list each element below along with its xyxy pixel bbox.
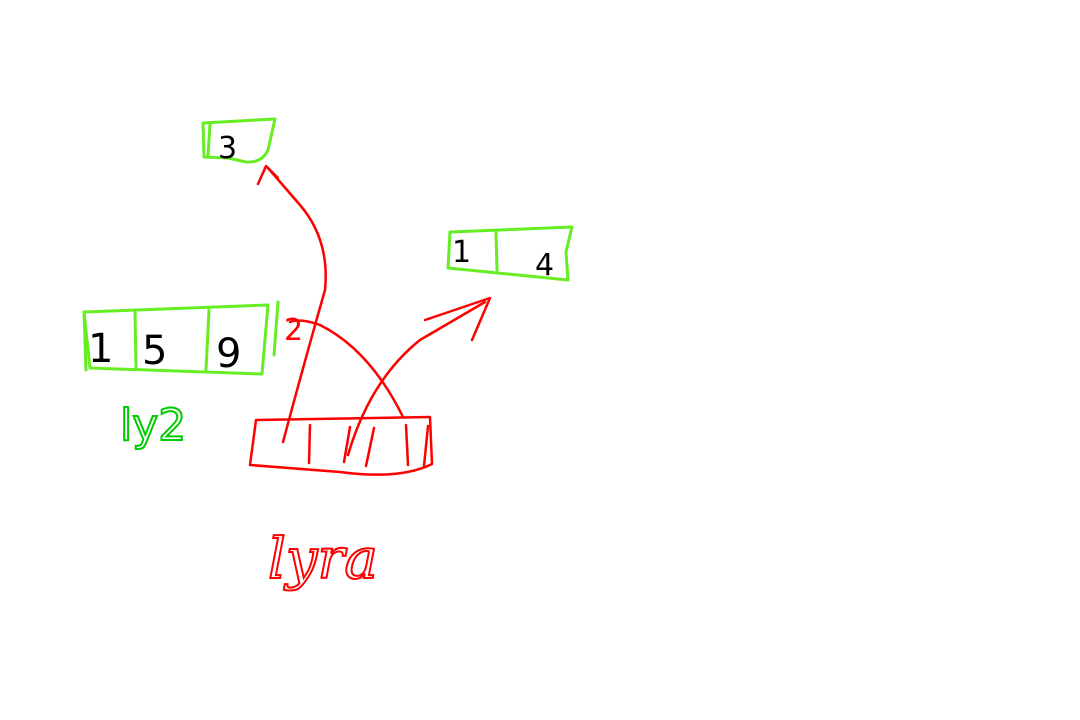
leaf-right-value-1: 4 bbox=[535, 248, 554, 283]
leaf-left-divider-2 bbox=[204, 308, 211, 372]
root-label: lyra bbox=[268, 527, 378, 592]
leaf-left-label: ly2 bbox=[120, 400, 186, 451]
arrow-to-left-leaf bbox=[288, 319, 405, 419]
arrow-to-top-leaf bbox=[266, 166, 327, 444]
leaf-left-value-0: 1 bbox=[88, 326, 113, 372]
leaf-left-divider-1 bbox=[133, 310, 138, 370]
root-divider-2 bbox=[342, 425, 352, 464]
root-divider-1 bbox=[307, 423, 312, 465]
leaf-left-extra-stroke bbox=[272, 300, 280, 357]
leaf-left-box: 1 5 9 bbox=[82, 300, 280, 377]
root-outline bbox=[248, 415, 434, 476]
arrow-to-right-leaf bbox=[346, 300, 487, 457]
leaf-top-outline bbox=[201, 117, 277, 164]
leaf-left-value-2: 9 bbox=[216, 331, 241, 377]
root-divider-3 bbox=[364, 426, 376, 468]
leaf-right-outline bbox=[446, 225, 574, 282]
root-divider-4 bbox=[404, 423, 410, 467]
leaf-top-value-0: 3 bbox=[218, 131, 237, 166]
leaf-left-left-edge bbox=[82, 310, 88, 372]
leaf-left-outline bbox=[82, 303, 270, 376]
leaf-right-divider bbox=[494, 230, 499, 272]
leaf-top-box: 3 bbox=[201, 117, 277, 166]
arrow-to-right-leaf-head bbox=[423, 296, 492, 342]
leaf-left-value-1: 5 bbox=[142, 328, 167, 374]
leaf-right-value-0: 1 bbox=[452, 235, 471, 270]
arrow-to-top-leaf-head bbox=[256, 164, 280, 186]
pointer-arrows bbox=[256, 164, 492, 457]
root-node bbox=[248, 415, 434, 476]
leaf-top-divider bbox=[206, 122, 212, 158]
root-divider-5 bbox=[422, 424, 430, 468]
leaf-right-box: 1 4 bbox=[446, 225, 574, 283]
leaf-left-pointer-mark: 2 bbox=[284, 313, 303, 348]
